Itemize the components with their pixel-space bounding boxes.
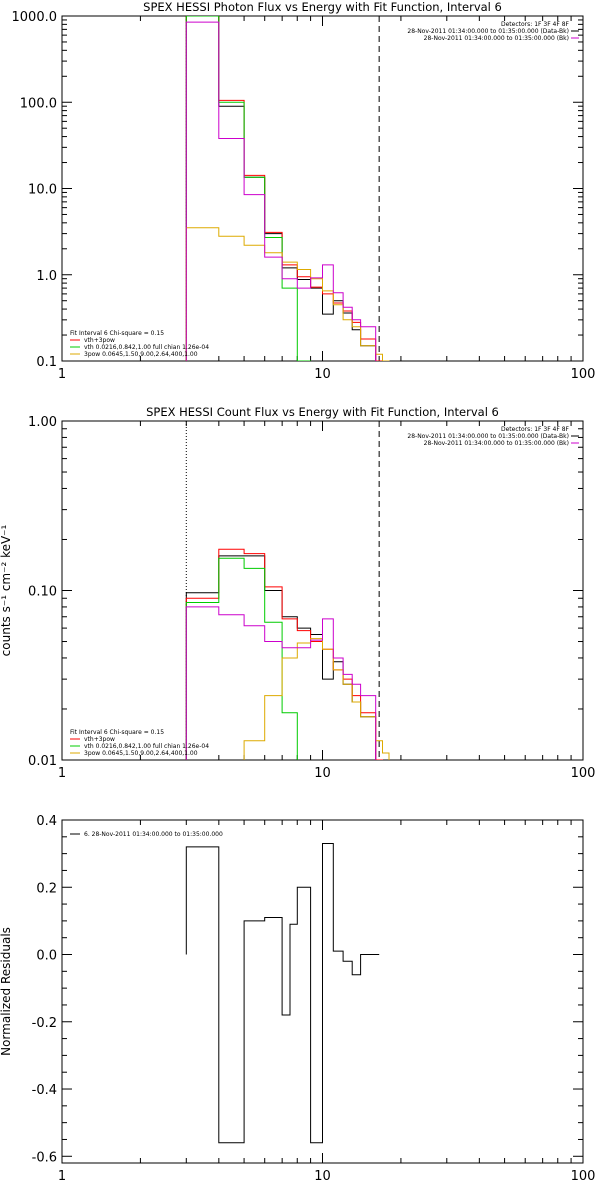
y-tick-label: -0.4 <box>32 1083 57 1098</box>
y-tick-label: 1000.0 <box>12 10 58 25</box>
series-3pow <box>185 227 390 361</box>
plot-frame <box>61 420 584 761</box>
y-tick-label: 0.1 <box>36 355 57 370</box>
header-line: Detectors: 1F 3F 4F 8F <box>501 426 570 433</box>
x-tick-label: 1 <box>58 1169 66 1184</box>
legend-label: 3pow 0.0645,1.50,9.00,2.64,400,1.00 <box>84 351 198 358</box>
y-tick-label: -0.6 <box>32 1150 57 1165</box>
x-tick-label: 10 <box>314 367 331 382</box>
y-tick-label: 1.0 <box>36 269 57 284</box>
chart-title: SPEX HESSI Count Flux vs Energy with Fit… <box>146 405 499 419</box>
series-vth <box>185 16 312 361</box>
header-line: 28-Nov-2011 01:34:00.000 to 01:35:00.000… <box>407 28 569 35</box>
header-line: 28-Nov-2011 01:34:00.000 to 01:35:00.000… <box>407 433 569 440</box>
legend-label: vth 0.0216,0.842,1.00 full chian 1.26e-0… <box>84 344 209 351</box>
y-tick-label: 0.10 <box>28 585 57 600</box>
chart-title: SPEX HESSI Photon Flux vs Energy with Fi… <box>143 0 502 14</box>
series-3pow <box>185 638 390 760</box>
x-tick-label: 1 <box>58 367 66 382</box>
legend-title: Fit Interval 6 Chi-square = 0.15 <box>70 330 164 337</box>
y-tick-label: 1.00 <box>28 415 57 430</box>
series-bk <box>185 21 377 361</box>
x-tick-label: 10 <box>314 766 331 781</box>
y-tick-label: 100.0 <box>20 96 57 111</box>
header-line: Detectors: 1F 3F 4F 8F <box>501 21 570 28</box>
y-tick-label: 0.2 <box>36 881 57 896</box>
series-residuals <box>185 843 380 1144</box>
header-line: 28-Nov-2011 01:34:00.000 to 01:35:00.000… <box>424 440 569 447</box>
series-data-bk <box>185 555 383 760</box>
y-axis-label: Normalized Residuals <box>0 927 13 1056</box>
y-tick-label: 0.0 <box>36 949 57 964</box>
header-line: 28-Nov-2011 01:34:00.000 to 01:35:00.000… <box>424 35 569 42</box>
x-tick-label: 100 <box>571 766 596 781</box>
x-tick-label: 100 <box>571 1169 596 1184</box>
y-tick-label: -0.2 <box>32 1016 57 1031</box>
x-tick-label: 100 <box>571 367 596 382</box>
series-vth <box>185 557 298 760</box>
x-tick-label: 1 <box>58 766 66 781</box>
legend-label: vth+3pow <box>84 736 115 743</box>
series-bk <box>185 606 377 760</box>
x-tick-label: 10 <box>314 1169 331 1184</box>
legend-label: 3pow 0.0645,1.50,9.00,2.64,400,1.00 <box>84 750 198 757</box>
y-tick-label: 0.4 <box>36 814 57 829</box>
legend-title: Fit Interval 6 Chi-square = 0.15 <box>70 729 164 736</box>
legend-label: 6. 28-Nov-2011 01:34:00.000 to 01:35:00.… <box>84 831 223 838</box>
legend-label: vth 0.0216,0.842,1.00 full chian 1.26e-0… <box>84 743 209 750</box>
y-axis-label: counts s⁻¹ cm⁻² keV⁻¹ <box>0 524 13 656</box>
y-tick-label: 0.01 <box>28 754 57 769</box>
y-tick-label: 10.0 <box>28 183 57 198</box>
legend-label: vth+3pow <box>84 337 115 344</box>
